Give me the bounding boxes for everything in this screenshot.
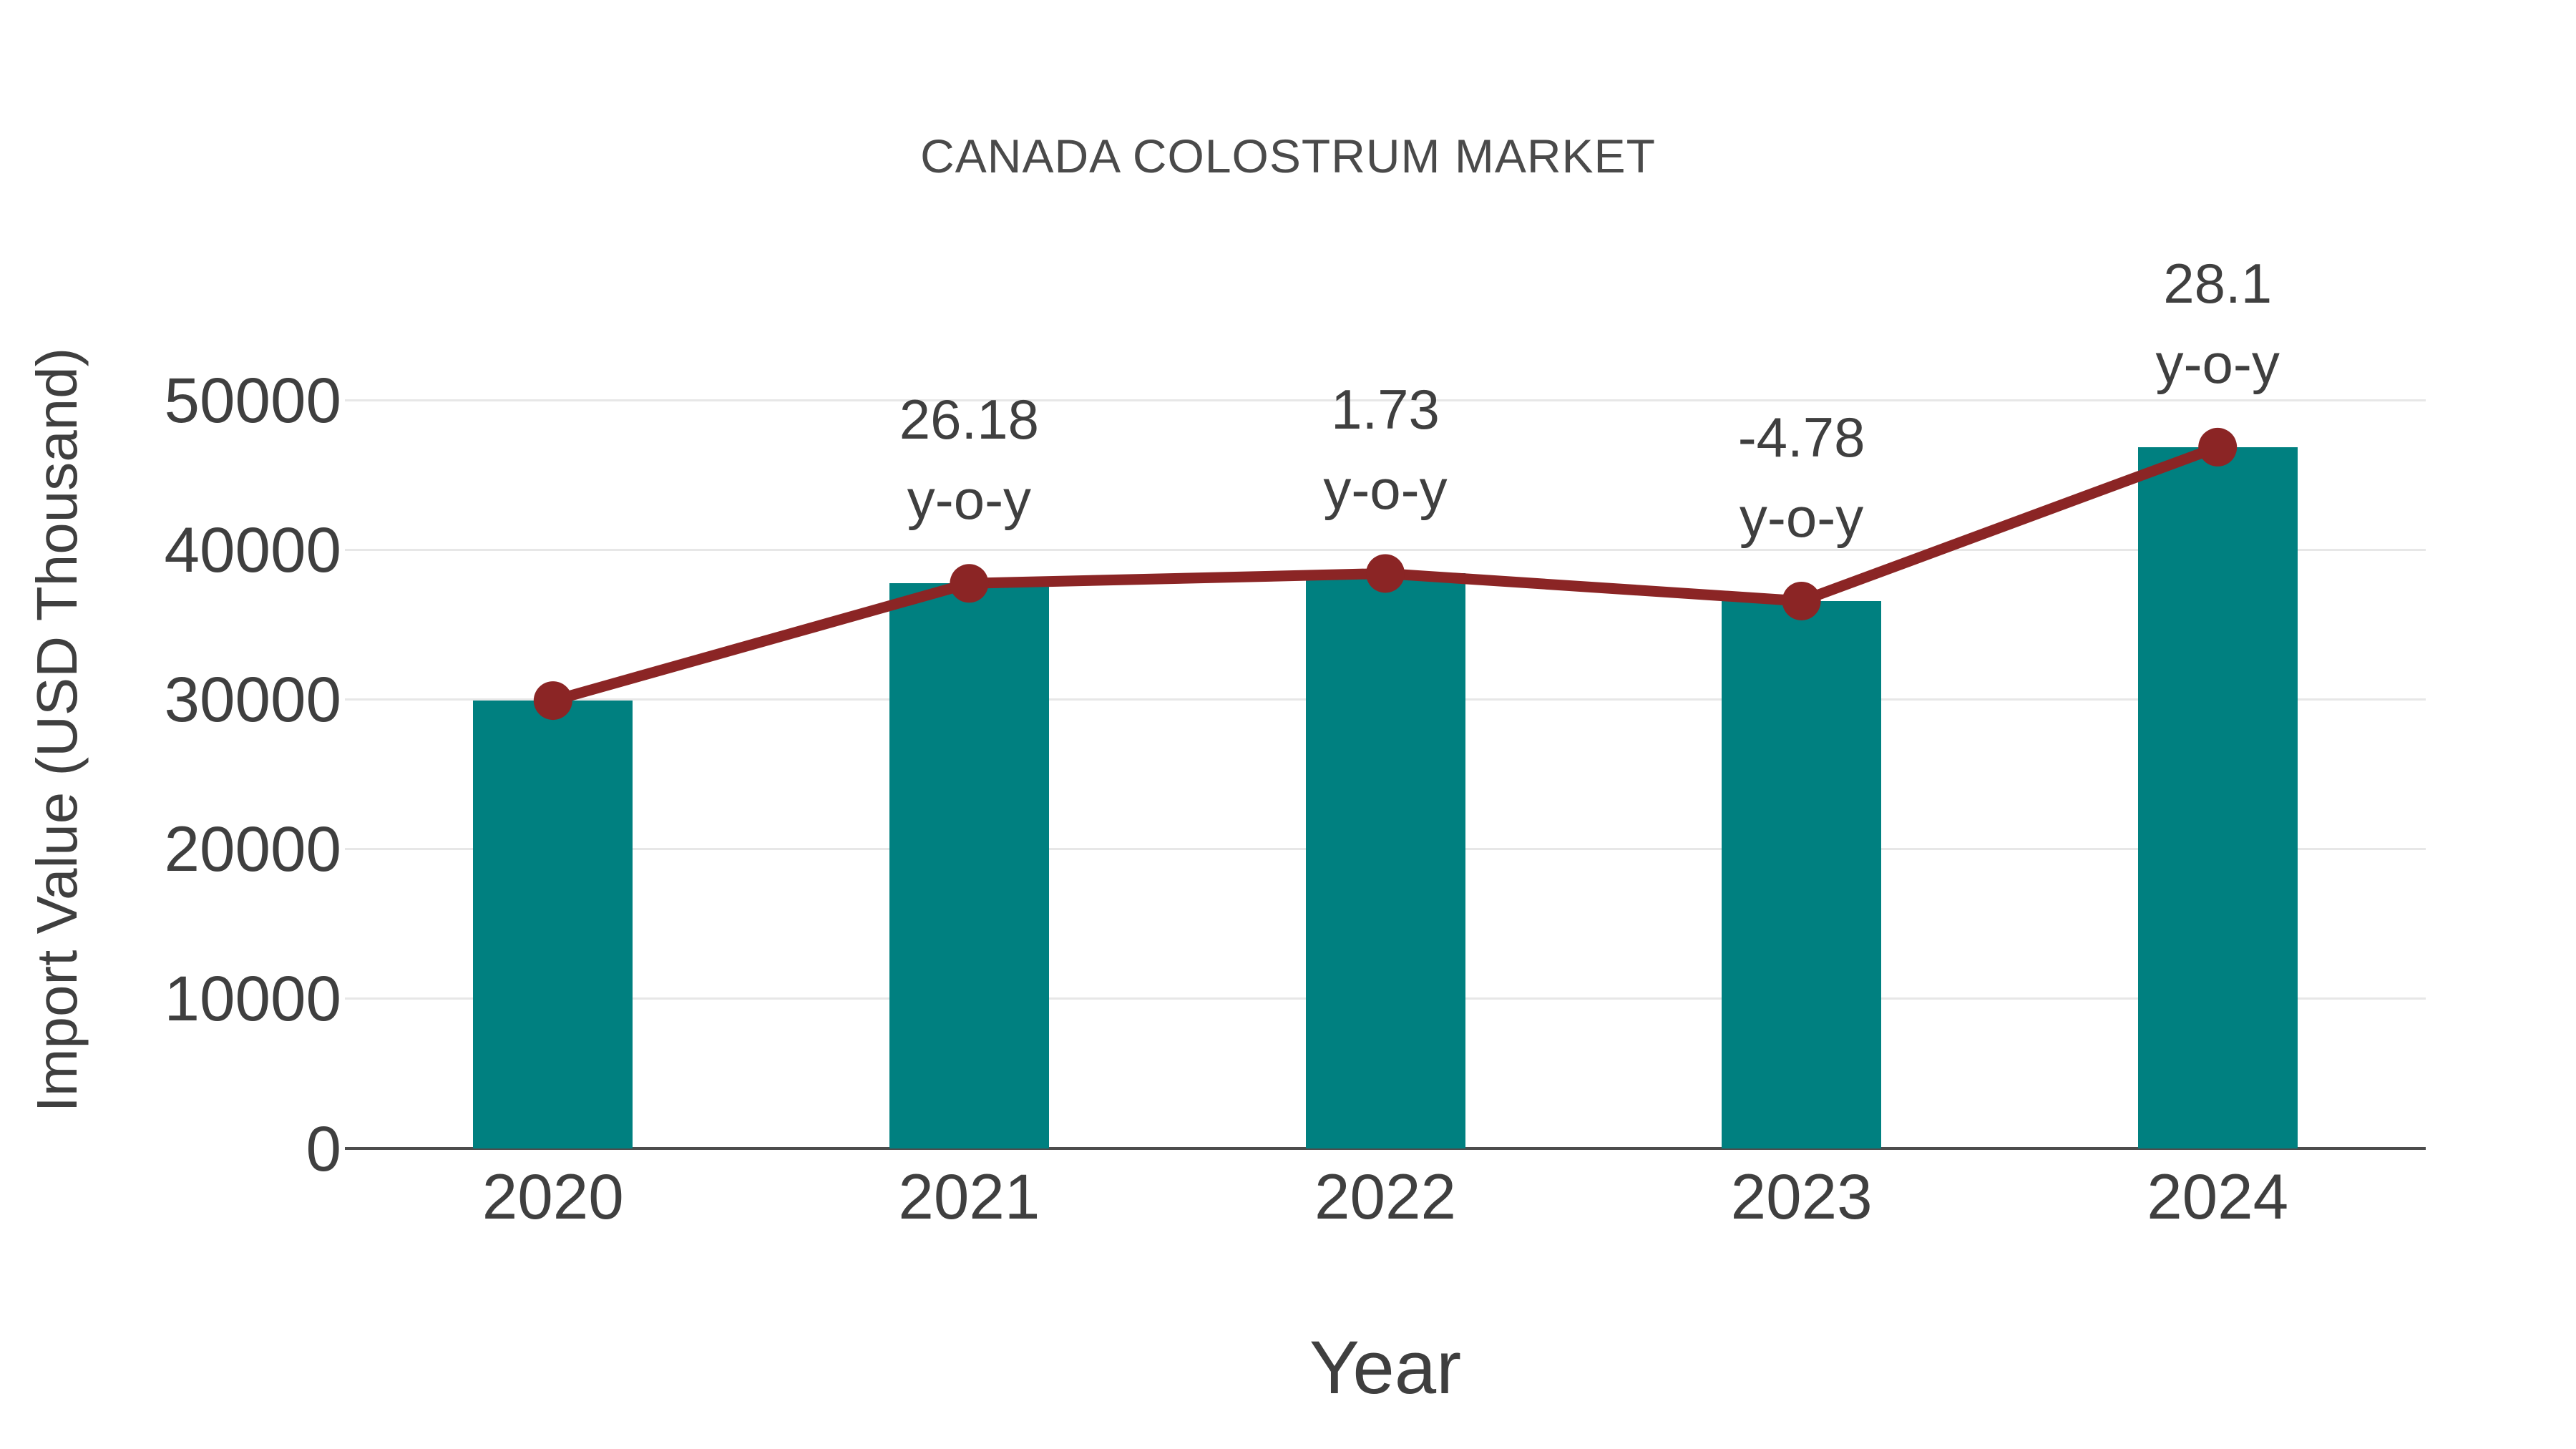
y-tick-label-50000: 50000 xyxy=(164,364,342,436)
gridline-50000 xyxy=(345,399,2426,401)
bar-2023 xyxy=(1722,600,1882,1148)
bar-2024 xyxy=(2137,447,2298,1148)
yoy-value-2022: 1.73 xyxy=(1331,378,1440,441)
y-tick-label-10000: 10000 xyxy=(164,962,342,1035)
yoy-annotation-2023: -4.78 y-o-y xyxy=(1587,397,2016,557)
x-axis-title: Year xyxy=(1309,1326,1462,1410)
yoy-value-2024: 28.1 xyxy=(2163,251,2273,315)
bar-2022 xyxy=(1305,573,1465,1148)
y-tick-label-0: 0 xyxy=(306,1112,342,1184)
bar-2021 xyxy=(889,583,1049,1148)
x-tick-label-2023: 2023 xyxy=(1730,1161,1873,1232)
yoy-suffix-2022: y-o-y xyxy=(1323,458,1448,522)
growth-marker-2020 xyxy=(533,681,572,721)
yoy-annotation-2021: 26.18 y-o-y xyxy=(754,379,1184,540)
yoy-annotation-2022: 1.73 y-o-y xyxy=(1171,369,1600,530)
growth-marker-2024 xyxy=(2198,427,2238,467)
growth-marker-2021 xyxy=(950,564,989,603)
x-tick-label-2022: 2022 xyxy=(1314,1161,1456,1232)
x-tick-label-2024: 2024 xyxy=(2147,1161,2289,1232)
gridline-40000 xyxy=(345,548,2426,551)
y-tick-label-30000: 30000 xyxy=(164,663,342,735)
yoy-value-2021: 26.18 xyxy=(899,388,1039,452)
x-tick-label-2020: 2020 xyxy=(482,1161,624,1232)
growth-line-layer xyxy=(533,427,2238,721)
yoy-annotation-2024: 28.1 y-o-y xyxy=(2003,243,2432,404)
yoy-suffix-2021: y-o-y xyxy=(907,468,1032,532)
chart-title: CANADA COLOSTRUM MARKET xyxy=(920,130,1656,182)
yoy-value-2023: -4.78 xyxy=(1737,405,1865,469)
y-tick-label-40000: 40000 xyxy=(164,513,342,585)
x-axis-line xyxy=(345,1147,2426,1150)
growth-marker-2022 xyxy=(1366,554,1405,593)
x-tick-label-2021: 2021 xyxy=(898,1161,1040,1232)
yoy-suffix-2023: y-o-y xyxy=(1739,485,1864,549)
growth-marker-2023 xyxy=(1782,581,1821,620)
plot-area xyxy=(345,399,2426,1150)
bar-2020 xyxy=(473,701,633,1148)
yoy-suffix-2024: y-o-y xyxy=(2155,331,2280,395)
y-tick-label-20000: 20000 xyxy=(164,813,342,885)
